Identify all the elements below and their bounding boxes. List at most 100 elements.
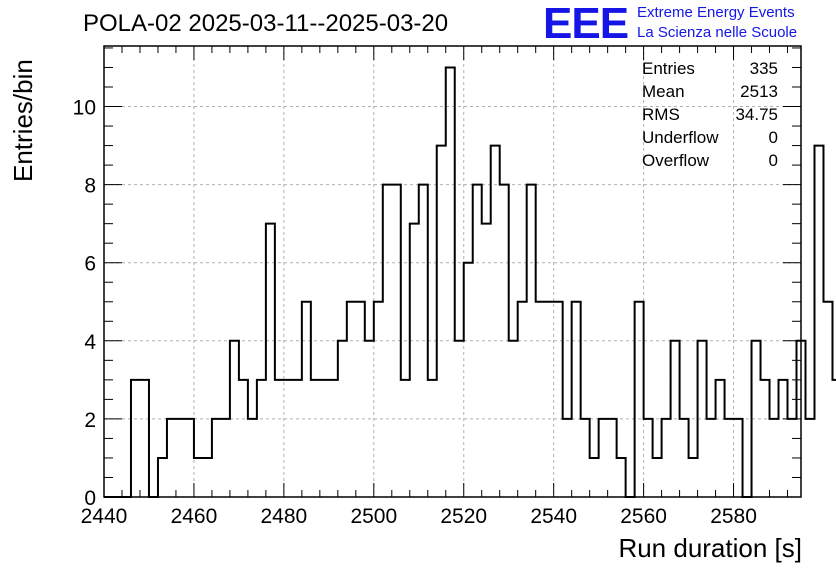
histogram-bin xyxy=(500,185,509,497)
histogram-bin xyxy=(248,419,257,497)
histogram-bin xyxy=(320,380,329,497)
histogram-bin xyxy=(770,419,779,497)
histogram-bin xyxy=(158,458,167,497)
histogram-bin xyxy=(572,302,581,497)
histogram-bin xyxy=(230,341,239,497)
histogram-bin xyxy=(302,302,311,497)
x-tick-label: 2560 xyxy=(620,505,667,528)
histogram-bin xyxy=(527,185,536,497)
histogram-bin xyxy=(689,458,698,497)
histogram-bin xyxy=(167,419,176,497)
x-tick-label: 2580 xyxy=(710,505,757,528)
histogram-bin xyxy=(734,419,743,497)
stat-value-entries: 335 xyxy=(749,59,778,78)
histogram-bin xyxy=(698,341,707,497)
histogram-bin xyxy=(374,302,383,497)
histogram-bin xyxy=(671,341,680,497)
stat-label-entries: Entries xyxy=(642,59,695,78)
histogram-bin xyxy=(563,419,572,497)
histogram-bin xyxy=(446,67,455,497)
axes xyxy=(103,45,802,498)
histogram-bin xyxy=(401,380,410,497)
histogram-bin xyxy=(716,380,725,497)
histogram-bin xyxy=(338,341,347,497)
histogram-bin xyxy=(599,419,608,497)
histogram-bin xyxy=(410,224,419,497)
histogram-bin xyxy=(545,302,554,497)
histogram-bin xyxy=(419,185,428,497)
histogram-bin xyxy=(653,458,662,497)
histogram-bin xyxy=(680,419,689,497)
histogram-bin xyxy=(832,380,836,497)
histogram-bin xyxy=(473,185,482,497)
stat-value-overflow: 0 xyxy=(768,151,778,170)
x-tick-label: 2520 xyxy=(440,505,487,528)
histogram-bin xyxy=(662,419,671,497)
histogram-bin xyxy=(752,341,761,497)
histogram-bin xyxy=(239,380,248,497)
y-axis-label: Entries/bin xyxy=(8,59,38,182)
x-tick-label: 2440 xyxy=(81,505,128,528)
histogram-bin xyxy=(805,419,814,497)
histogram-bin xyxy=(608,419,617,497)
histogram-bin xyxy=(455,341,464,497)
histogram-bin xyxy=(644,419,653,497)
histogram-bin xyxy=(293,380,302,497)
stat-label-overflow: Overflow xyxy=(642,151,710,170)
histogram-bars xyxy=(104,66,836,498)
y-tick-label: 6 xyxy=(84,253,96,276)
chart-title: POLA-02 2025-03-11--2025-03-20 xyxy=(83,10,449,37)
y-tick-label: 0 xyxy=(84,487,96,510)
histogram-bin xyxy=(437,146,446,497)
histogram-bin xyxy=(725,419,734,497)
histogram-bin xyxy=(814,146,823,497)
histogram-bin xyxy=(257,380,266,497)
logo-line-1: Extreme Energy Events xyxy=(637,4,795,21)
eee-logo-text: Extreme Energy Events La Scienza nelle S… xyxy=(637,3,797,43)
histogram-bin xyxy=(590,458,599,497)
y-tick-label: 4 xyxy=(84,331,96,354)
histogram-bin xyxy=(428,380,437,497)
histogram-bin xyxy=(707,419,716,497)
histogram-bin xyxy=(761,380,770,497)
y-tick-label: 8 xyxy=(84,175,96,198)
histogram-bin xyxy=(464,263,473,497)
x-tick-label: 2500 xyxy=(350,505,397,528)
histogram-bin xyxy=(356,302,365,497)
eee-logo-mark: EEE xyxy=(543,0,629,48)
histogram-bin xyxy=(509,341,518,497)
histogram-bin xyxy=(635,302,644,497)
plot-frame xyxy=(103,45,802,498)
histogram-bin xyxy=(266,224,275,497)
histogram-bin xyxy=(581,419,590,497)
stat-value-rms: 34.75 xyxy=(735,105,778,124)
histogram-bin xyxy=(491,146,500,497)
x-tick-label: 2480 xyxy=(261,505,308,528)
histogram-bin xyxy=(311,380,320,497)
histogram-bin xyxy=(365,341,374,497)
tick-labels: 2440 2460 2480 2500 2520 2540 2560 2580 0 2 4 6 8 10 xyxy=(73,97,757,528)
histogram-bin xyxy=(284,380,293,497)
stat-value-underflow: 0 xyxy=(768,128,778,147)
histogram-bin xyxy=(329,380,338,497)
histogram-bin xyxy=(392,185,401,497)
histogram-bin xyxy=(140,380,149,497)
x-tick-label: 2540 xyxy=(530,505,577,528)
histogram-bin xyxy=(617,458,626,497)
histogram-bin xyxy=(518,302,527,497)
x-axis-label: Run duration [s] xyxy=(618,533,802,563)
histogram-bin xyxy=(779,380,788,497)
logo-line-2: La Scienza nelle Scuole xyxy=(637,24,798,41)
histogram-bin xyxy=(194,458,203,497)
histogram-bin xyxy=(536,302,545,497)
histogram-bin xyxy=(554,302,563,497)
y-tick-label: 10 xyxy=(73,97,96,120)
histogram-bin xyxy=(212,419,221,497)
stat-label-underflow: Underflow xyxy=(642,128,719,147)
histogram-outline xyxy=(104,66,836,498)
histogram-bin xyxy=(221,419,230,497)
stat-label-mean: Mean xyxy=(642,82,685,101)
histogram-bin xyxy=(383,185,392,497)
histogram-bin xyxy=(823,302,832,497)
